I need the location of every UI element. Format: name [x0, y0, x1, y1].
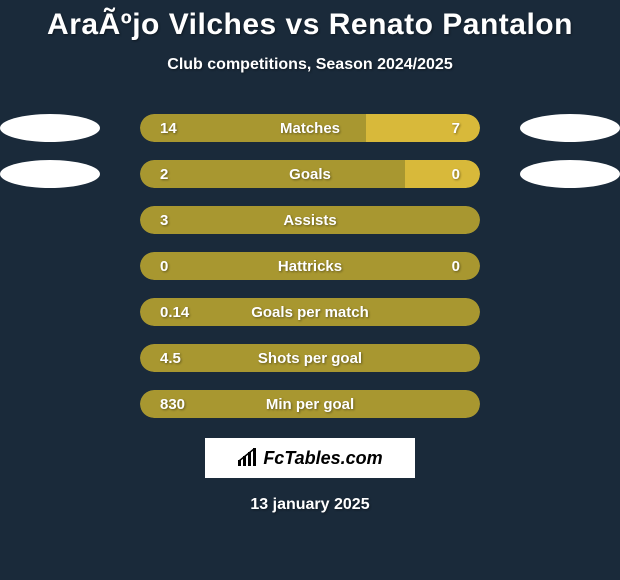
value-left: 4.5 [160, 350, 181, 367]
stat-row: 0.14 Goals per match [10, 298, 610, 326]
bar-right [366, 114, 480, 142]
value-left: 0.14 [160, 304, 189, 321]
logo-text: FcTables.com [263, 448, 382, 469]
bar-left [140, 160, 405, 188]
stat-label: Shots per goal [258, 350, 362, 367]
stat-label: Assists [283, 212, 336, 229]
page-title: AraÃºjo Vilches vs Renato Pantalon [0, 0, 620, 42]
value-right: 0 [452, 166, 460, 183]
stat-row: 3 Assists [10, 206, 610, 234]
player-marker-ellipse [0, 160, 100, 188]
value-right: 7 [452, 120, 460, 137]
player-marker-ellipse [520, 114, 620, 142]
logo-box: FcTables.com [205, 438, 415, 478]
stat-label: Hattricks [278, 258, 342, 275]
stats-area: 14 7 Matches 2 0 Goals 3 Assists 0 0 Hattricks 0.14… [0, 114, 620, 418]
stat-label: Goals per match [251, 304, 369, 321]
subtitle: Club competitions, Season 2024/2025 [0, 56, 620, 74]
value-right: 0 [452, 258, 460, 275]
player-marker-ellipse [520, 160, 620, 188]
stat-label: Min per goal [266, 396, 354, 413]
chart-icon [237, 448, 259, 468]
value-left: 14 [160, 120, 177, 137]
stat-label: Goals [289, 166, 331, 183]
stat-row: 0 0 Hattricks [10, 252, 610, 280]
value-left: 830 [160, 396, 185, 413]
value-left: 0 [160, 258, 168, 275]
stat-label: Matches [280, 120, 340, 137]
stat-row: 830 Min per goal [10, 390, 610, 418]
value-left: 2 [160, 166, 168, 183]
player-marker-ellipse [0, 114, 100, 142]
bar-right [405, 160, 480, 188]
value-left: 3 [160, 212, 168, 229]
stat-row: 4.5 Shots per goal [10, 344, 610, 372]
date-text: 13 january 2025 [0, 496, 620, 514]
